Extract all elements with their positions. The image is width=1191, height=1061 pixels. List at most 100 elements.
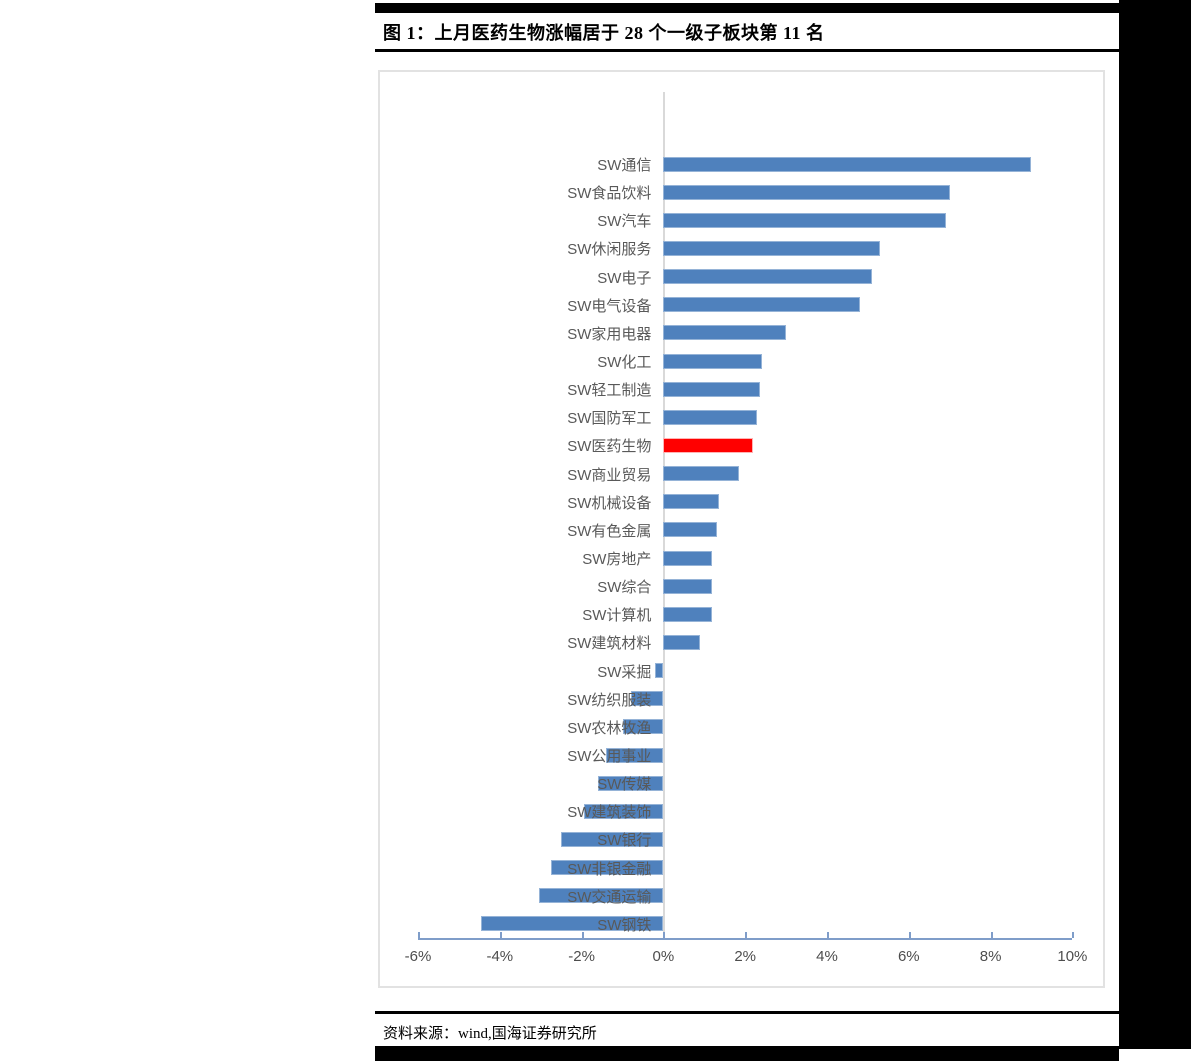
chart-row: SW休闲服务 [380,234,1103,262]
x-axis-tick-label: 4% [816,948,838,965]
value-bar [663,381,760,397]
figure-header-top-bar [375,3,1119,13]
value-bar [663,353,762,369]
chart-row: SW食品饮料 [380,178,1103,206]
category-label: SW商业贸易 [567,466,652,484]
bar-chart: SW通信 SW食品饮料 SW汽车 SW休闲服务 SW电子 SW电气设备 SW家用电器 SW化工… [378,70,1105,988]
chart-row: SW纺织服装 [380,685,1103,713]
chart-row: SW建筑装饰 [380,797,1103,825]
x-axis-tick [1072,932,1075,938]
chart-row: SW国防军工 [380,403,1103,431]
category-label: SW轻工制造 [567,382,652,400]
zero-gridline [663,92,666,938]
value-bar [550,860,664,876]
value-bar [663,240,881,256]
chart-row: SW医药生物 [380,431,1103,459]
category-label: SW建筑装饰 [567,804,652,822]
chart-row: SW机械设备 [380,488,1103,516]
chart-row: SW公用事业 [380,741,1103,769]
x-axis-tick [990,932,993,938]
chart-row: SW房地产 [380,544,1103,572]
highlighted-value-bar [663,437,754,453]
figure-header-rule [375,49,1119,52]
category-label: SW纺织服装 [567,691,652,709]
value-bar [663,184,950,200]
value-bar [561,831,664,847]
category-label: SW采掘 [597,663,652,681]
value-bar [663,522,717,538]
chart-row: SW汽车 [380,206,1103,234]
chart-row: SW传媒 [380,769,1103,797]
chart-row: SW采掘 [380,657,1103,685]
x-axis-tick [745,932,748,938]
x-axis-tick-label: 8% [979,948,1002,965]
value-bar [663,269,872,285]
value-bar [663,578,713,594]
x-axis-tick [581,932,584,938]
chart-row: SW建筑材料 [380,628,1103,656]
chart-row: SW钢铁 [380,910,1103,938]
chart-row: SW电子 [380,263,1103,291]
category-label: SW医药生物 [567,438,652,456]
chart-row: SW农林牧渔 [380,713,1103,741]
category-label: SW机械设备 [567,494,652,512]
value-bar [663,550,713,566]
right-black-margin [1119,0,1191,1049]
category-label: SW家用电器 [567,325,652,343]
value-bar [663,494,719,510]
value-bar [597,775,664,791]
category-label: SW房地产 [582,551,652,569]
category-label: SW有色金属 [567,522,652,540]
category-label: SW农林牧渔 [567,719,652,737]
chart-row: SW非银金融 [380,854,1103,882]
chart-row: SW轻工制造 [380,375,1103,403]
chart-row: SW通信 [380,150,1103,178]
value-bar [622,719,664,735]
chart-row: SW商业贸易 [380,460,1103,488]
category-label: SW电子 [597,269,652,287]
value-bar [663,634,701,650]
figure-footer-bar [375,1046,1119,1061]
chart-row: SW计算机 [380,600,1103,628]
x-axis-tick-label: -2% [568,948,595,965]
category-label: SW休闲服务 [567,241,652,259]
category-label: SW非银金融 [567,860,652,878]
value-bar [663,606,713,622]
value-bar [663,466,740,482]
category-label: SW建筑材料 [567,635,652,653]
value-bar [663,212,946,228]
category-label: SW食品饮料 [567,185,652,203]
value-bar [630,691,664,707]
x-axis-tick [827,932,829,938]
source-divider-rule [375,1011,1119,1014]
value-bar [663,325,787,341]
value-bar [481,916,664,932]
value-bar [583,803,664,819]
x-axis-line [418,938,1073,940]
value-bar [655,663,664,679]
value-bar [538,888,664,904]
category-label: SW计算机 [582,607,652,625]
x-axis-tick-label: 6% [897,948,920,965]
category-label: SW钢铁 [597,916,652,934]
chart-row: SW家用电器 [380,319,1103,347]
category-label: SW汽车 [597,213,652,231]
category-label: SW公用事业 [567,748,652,766]
chart-row: SW化工 [380,347,1103,375]
category-label: SW通信 [597,157,652,175]
category-label: SW交通运输 [567,888,652,906]
x-axis-tick-label: 0% [652,948,675,965]
x-axis-tick [663,932,666,938]
category-label: SW电气设备 [567,297,652,315]
x-axis-tick-label: -4% [486,948,514,965]
category-label: SW综合 [597,579,652,597]
chart-row: SW电气设备 [380,291,1103,319]
chart-row: SW银行 [380,825,1103,853]
value-bar [663,409,758,425]
category-label: SW传媒 [597,776,652,794]
value-bar [663,156,1032,172]
x-axis-tick-label: 10% [1057,948,1088,965]
x-axis-tick [908,932,911,938]
chart-row: SW综合 [380,572,1103,600]
